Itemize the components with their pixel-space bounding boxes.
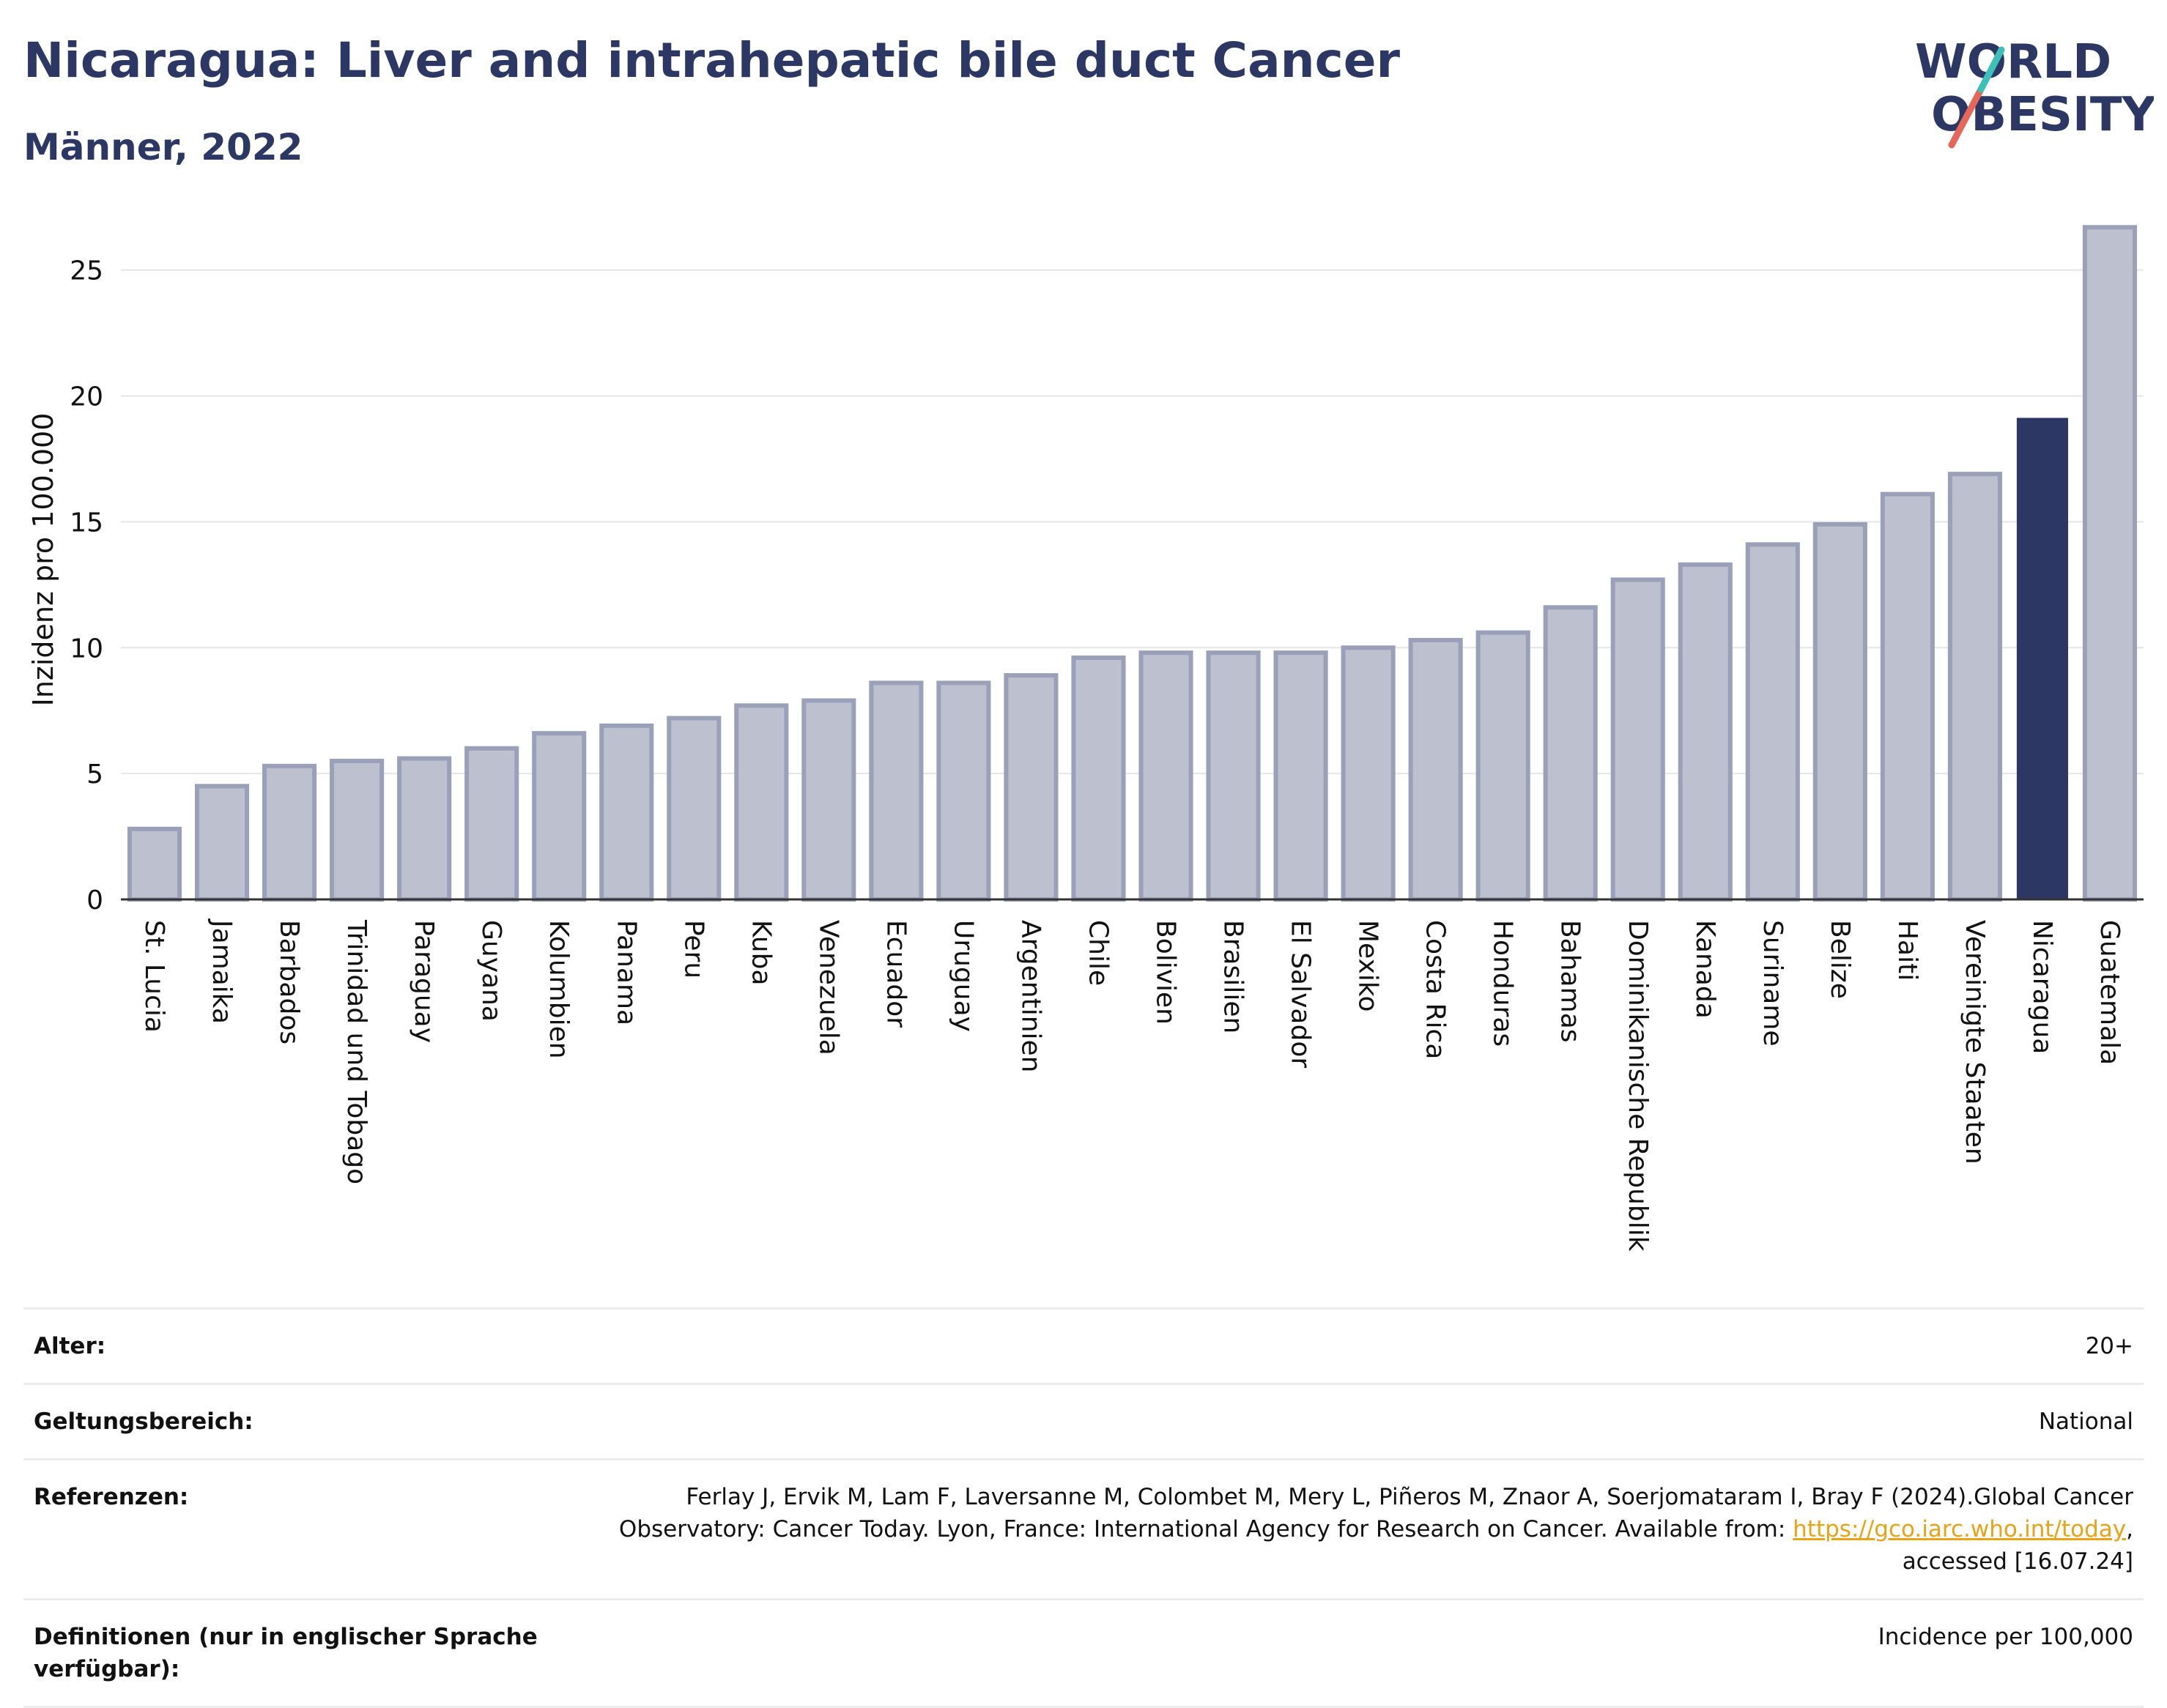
x-tick-label: Belize bbox=[1825, 920, 1855, 999]
bar bbox=[1812, 521, 1867, 902]
x-tick-label: Jamaika bbox=[207, 918, 237, 1024]
bar bbox=[1138, 650, 1193, 902]
x-tick-label: Paraguay bbox=[409, 920, 439, 1043]
x-tick-label: Panama bbox=[611, 920, 641, 1025]
bar bbox=[2082, 225, 2138, 902]
meta-row-definitions: Definitionen (nur in englischer Sprache … bbox=[23, 1598, 2144, 1708]
x-tick-label: Honduras bbox=[1488, 920, 1518, 1047]
bar bbox=[1880, 491, 1935, 902]
meta-def-label: Definitionen (nur in englischer Sprache … bbox=[34, 1624, 538, 1682]
x-tick-label: Nicaragua bbox=[2027, 920, 2057, 1054]
x-tick-label: Venezuela bbox=[813, 920, 843, 1055]
bar bbox=[936, 680, 991, 902]
world-obesity-logo: WORLD OBESITY bbox=[1915, 35, 2154, 149]
x-tick-label: Mexiko bbox=[1353, 920, 1383, 1011]
x-tick-label: Guyana bbox=[476, 920, 506, 1022]
x-tick-label: Uruguay bbox=[948, 920, 978, 1032]
x-tick-label: Kolumbien bbox=[544, 920, 574, 1059]
bar bbox=[734, 703, 789, 902]
bar bbox=[127, 826, 182, 902]
ref-text-4: accessed [16.07.24] bbox=[1902, 1548, 2133, 1575]
bar bbox=[1341, 645, 1396, 902]
bar bbox=[599, 723, 654, 902]
metadata-table: Alter: 20+ Geltungsbereich: National Ref… bbox=[23, 1307, 2144, 1708]
bar bbox=[1273, 650, 1328, 902]
bar bbox=[869, 680, 924, 902]
y-tick-label: 0 bbox=[86, 885, 103, 916]
bar bbox=[2016, 417, 2069, 900]
bar bbox=[397, 756, 452, 902]
meta-def-value: Incidence per 100,000 bbox=[1878, 1624, 2133, 1650]
x-tick-label: Vereinigte Staaten bbox=[1960, 920, 1990, 1165]
x-tick-label: Barbados bbox=[274, 920, 304, 1044]
bar-chart: 0 5 10 15 20 25 Inzidenz pro 100.000 St. Lucia J… bbox=[27, 225, 2144, 1252]
bar bbox=[1947, 472, 2002, 902]
y-tick-label: 5 bbox=[86, 760, 103, 790]
x-tick-label: Guatemala bbox=[2094, 920, 2125, 1065]
logo-word-1: WORLD bbox=[1915, 35, 2111, 89]
x-tick-label: Argentinien bbox=[1015, 920, 1045, 1073]
bar bbox=[532, 731, 587, 902]
bar bbox=[1745, 542, 1800, 902]
x-tick-label: Chile bbox=[1083, 920, 1113, 986]
ref-text-3: , bbox=[2126, 1516, 2133, 1542]
bar bbox=[1610, 577, 1665, 902]
meta-row-scope: Geltungsbereich: National bbox=[23, 1383, 2144, 1458]
bar bbox=[1206, 650, 1261, 902]
y-tick-label: 15 bbox=[70, 508, 103, 538]
x-tick-label: Trinidad und Tobago bbox=[341, 919, 371, 1184]
y-tick-label: 20 bbox=[70, 382, 103, 412]
meta-row-age: Alter: 20+ bbox=[23, 1307, 2144, 1383]
bar bbox=[1004, 673, 1059, 902]
meta-scope-label: Geltungsbereich: bbox=[34, 1408, 253, 1435]
bar bbox=[464, 746, 519, 902]
ref-link[interactable]: https://gco.iarc.who.int/today bbox=[1793, 1516, 2127, 1542]
x-tick-label: Kuba bbox=[746, 920, 776, 986]
bar bbox=[262, 763, 317, 902]
x-tick-label: Ecuador bbox=[881, 920, 911, 1028]
meta-ref-value: Ferlay J, Ervik M, Lam F, Laversanne M, … bbox=[561, 1481, 2133, 1578]
bar bbox=[667, 716, 722, 902]
x-tick-label: Haiti bbox=[1892, 920, 1922, 981]
x-tick-label: St. Lucia bbox=[139, 920, 169, 1033]
bar bbox=[1543, 605, 1598, 902]
x-tick-label: Suriname bbox=[1757, 920, 1788, 1047]
meta-row-references: Referenzen: Ferlay J, Ervik M, Lam F, La… bbox=[23, 1458, 2144, 1598]
x-tick-label: Peru bbox=[678, 920, 708, 979]
y-tick-label: 25 bbox=[70, 256, 103, 286]
bar bbox=[1475, 630, 1530, 902]
x-tick-label: Costa Rica bbox=[1420, 920, 1451, 1059]
logo-slash-teal bbox=[1977, 46, 2005, 93]
x-tick-label: Kanada bbox=[1690, 920, 1720, 1019]
page-subtitle: Männer, 2022 bbox=[23, 126, 303, 168]
meta-ref-label: Referenzen: bbox=[34, 1484, 189, 1510]
logo-slash-red bbox=[1948, 86, 1985, 149]
y-tick-label: 10 bbox=[70, 634, 103, 664]
bar bbox=[1678, 562, 1733, 902]
x-tick-label: Dominikanische Republik bbox=[1623, 920, 1653, 1252]
x-tick-label: El Salvador bbox=[1286, 920, 1316, 1068]
page-title: Nicaragua: Liver and intrahepatic bile d… bbox=[23, 32, 1401, 89]
x-tick-label: Brasilien bbox=[1218, 920, 1248, 1033]
bar bbox=[194, 784, 250, 902]
ref-text-1: Ferlay J, Ervik M, Lam F, Laversanne M, … bbox=[686, 1484, 2133, 1510]
bar bbox=[1408, 637, 1463, 902]
x-tick-label: Bolivien bbox=[1151, 920, 1181, 1025]
bar bbox=[330, 758, 385, 902]
meta-age-value: 20+ bbox=[2085, 1333, 2133, 1359]
bar bbox=[801, 698, 856, 902]
meta-scope-value: National bbox=[2038, 1408, 2133, 1435]
meta-age-label: Alter: bbox=[34, 1333, 106, 1359]
y-axis-label: Inzidenz pro 100.000 bbox=[27, 413, 59, 707]
ref-text-2: Observatory: Cancer Today. Lyon, France:… bbox=[618, 1516, 1793, 1542]
x-tick-label: Bahamas bbox=[1555, 920, 1585, 1043]
bar bbox=[1071, 656, 1126, 902]
